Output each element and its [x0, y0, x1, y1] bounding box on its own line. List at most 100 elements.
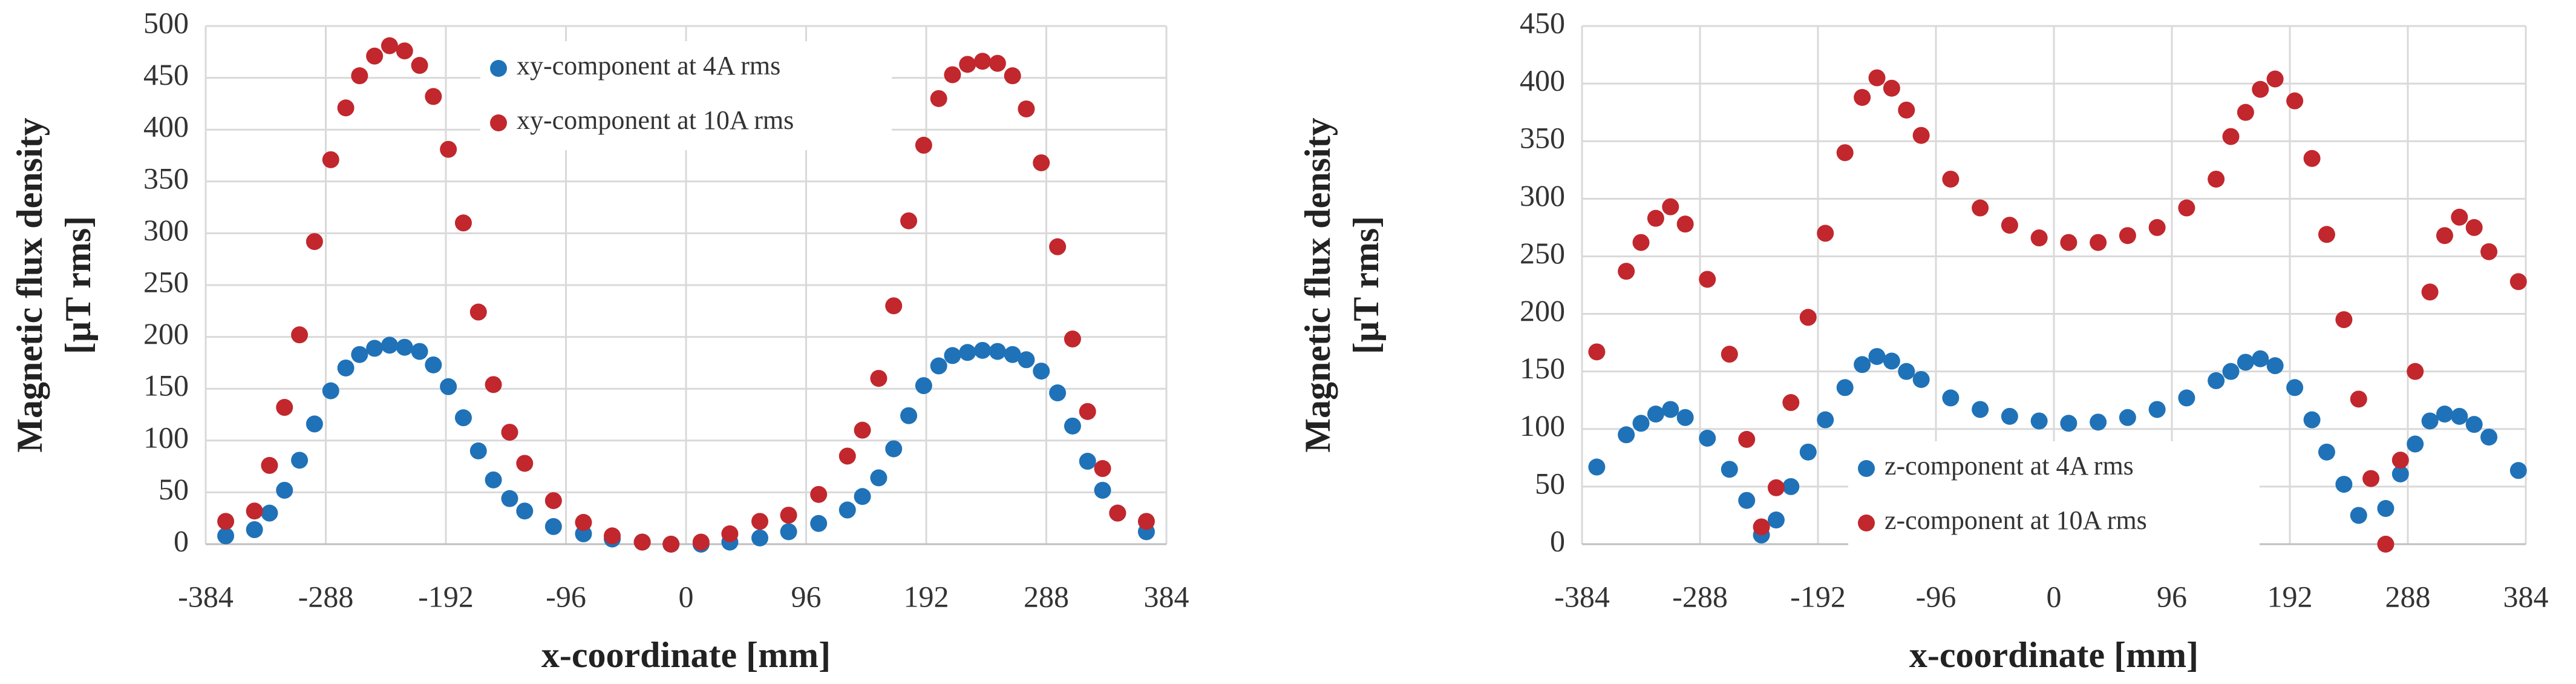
- legend-marker: [1858, 515, 1875, 531]
- data-point: [1588, 343, 1606, 361]
- data-point: [1662, 198, 1679, 215]
- data-point: [337, 99, 355, 117]
- data-point: [366, 47, 384, 65]
- data-point: [870, 370, 888, 387]
- data-point: [2148, 219, 2166, 236]
- data-point: [1799, 309, 1817, 326]
- data-point: [516, 455, 534, 472]
- data-point: [662, 536, 680, 553]
- data-point: [839, 501, 856, 519]
- data-point: [411, 57, 428, 74]
- data-point: [930, 357, 947, 375]
- y-tick-label: 300: [143, 213, 189, 247]
- data-point: [1898, 101, 1915, 119]
- y-tick-label: 150: [143, 369, 189, 403]
- data-point: [780, 507, 797, 524]
- y-tick-label: 250: [1520, 236, 1565, 270]
- data-point: [351, 67, 368, 85]
- data-point: [2480, 429, 2498, 446]
- data-point: [2252, 350, 2269, 367]
- data-point: [261, 504, 278, 522]
- data-point: [1942, 170, 1960, 188]
- data-point: [2148, 401, 2166, 418]
- data-point: [1972, 401, 1989, 418]
- data-point: [1836, 379, 1854, 396]
- y-tick-label: 450: [143, 58, 189, 91]
- data-point: [1782, 394, 1800, 412]
- data-point: [780, 523, 797, 541]
- data-point: [1942, 389, 1960, 407]
- data-point: [1868, 69, 1886, 87]
- data-point: [1721, 461, 1738, 478]
- data-point: [1854, 88, 1871, 106]
- y-tick-label: 250: [143, 265, 189, 298]
- data-point: [2030, 412, 2048, 430]
- data-point: [2421, 283, 2439, 301]
- data-point: [425, 356, 442, 373]
- data-point: [1079, 453, 1096, 470]
- data-point: [306, 233, 323, 251]
- data-point: [1912, 127, 1930, 144]
- data-point: [1883, 352, 1900, 370]
- y-tick-label: 400: [1520, 64, 1565, 97]
- legend-label: xy-component at 4A rms: [517, 51, 780, 81]
- data-point: [1817, 411, 1834, 429]
- data-point: [2178, 389, 2195, 407]
- data-point: [2252, 81, 2269, 98]
- data-point: [544, 518, 562, 535]
- data-point: [2451, 407, 2468, 425]
- data-point: [974, 341, 992, 359]
- data-point: [2222, 128, 2240, 145]
- data-point: [2266, 357, 2284, 375]
- data-point: [217, 527, 235, 545]
- data-point: [454, 409, 472, 427]
- chart: 0 50 100 150 200 250 300 350 400 450 -384 -288 -192 -…: [1298, 5, 2549, 674]
- data-point: [261, 456, 278, 474]
- data-point: [839, 447, 856, 465]
- data-point: [633, 533, 651, 551]
- data-point: [1767, 479, 1785, 496]
- data-point: [2178, 199, 2195, 217]
- data-point: [1817, 225, 1834, 242]
- y-tick-label: 200: [1520, 294, 1565, 327]
- data-point: [2090, 234, 2107, 251]
- data-point: [1647, 209, 1664, 227]
- y-tick-label: 0: [1550, 524, 1565, 557]
- data-point: [485, 376, 502, 393]
- data-point: [1064, 417, 1081, 435]
- data-point: [2318, 226, 2335, 243]
- legend-box: [1848, 441, 2260, 550]
- data-point: [1868, 347, 1886, 365]
- x-tick-label: 288: [2385, 579, 2431, 613]
- x-axis-title: x-coordinate [mm]: [541, 635, 831, 675]
- x-tick-label: -192: [418, 579, 474, 613]
- data-point: [440, 140, 457, 158]
- data-point: [2362, 470, 2380, 487]
- data-point: [2222, 363, 2240, 380]
- y-tick-label: 400: [143, 110, 189, 143]
- data-point: [411, 343, 428, 360]
- x-tick-label: 192: [2267, 579, 2313, 613]
- data-point: [2436, 227, 2453, 245]
- data-point: [1753, 518, 1770, 536]
- x-tick-label: 384: [1144, 579, 1189, 613]
- data-point: [1676, 409, 1694, 426]
- data-point: [1898, 363, 1915, 380]
- data-point: [900, 407, 918, 424]
- data-point: [516, 502, 534, 520]
- data-point: [485, 471, 502, 488]
- data-point: [396, 42, 413, 60]
- data-point: [810, 515, 828, 532]
- data-point: [1676, 215, 1694, 233]
- data-point: [544, 492, 562, 510]
- data-point: [692, 533, 710, 551]
- data-point: [944, 347, 961, 364]
- data-point: [291, 326, 309, 344]
- data-point: [2407, 363, 2424, 380]
- legend-label: xy-component at 10A rms: [517, 105, 794, 135]
- data-point: [469, 303, 487, 321]
- y-tick-label: 150: [1520, 351, 1565, 385]
- data-point: [2237, 354, 2254, 371]
- data-point: [2350, 390, 2367, 408]
- data-point: [2286, 379, 2304, 396]
